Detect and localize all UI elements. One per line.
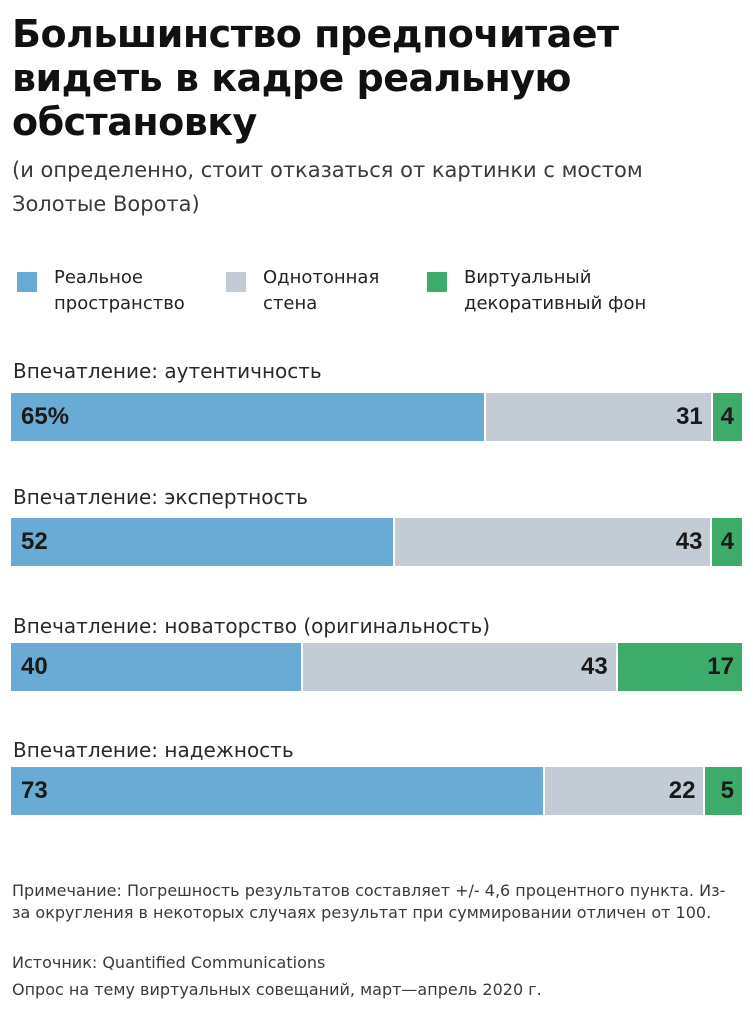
legend-swatch-real-space — [17, 272, 37, 292]
legend-label-plain-wall: Однотонная стена — [263, 267, 380, 314]
legend-item-real-space: Реальное пространство — [17, 265, 204, 317]
footnote-margin-of-error: Примечание: Погрешность результатов сост… — [12, 881, 726, 922]
data-label-innovation-plain-wall: 43 — [581, 653, 608, 680]
legend-item-plain-wall: Однотонная стена — [226, 265, 393, 317]
bar-expertise: 52 43 4 — [11, 518, 742, 566]
data-label-innovation-virtual-background: 17 — [707, 653, 734, 680]
data-label-expertise-plain-wall: 43 — [675, 528, 703, 555]
chart-title: Большинство предпочитает видеть в кадре … — [12, 12, 619, 144]
bar-segment-expertise-virtual-background — [712, 518, 742, 566]
data-label-reliability-plain-wall: 22 — [668, 777, 696, 804]
bar-segment-reliability-plain-wall — [544, 767, 704, 815]
bar-segment-authenticity-plain-wall — [486, 393, 711, 441]
bar-authenticity: 65% 31 4 — [11, 393, 742, 441]
legend-swatch-plain-wall — [226, 272, 246, 292]
legend-item-virtual-background: Виртуальный декоративный фон — [427, 265, 694, 317]
data-label-reliability-real-space: 73 — [21, 777, 48, 804]
category-label-expertise: Впечатление: экспертность — [13, 485, 308, 509]
bar-segment-expertise-plain-wall — [394, 518, 711, 566]
data-label-authenticity-virtual-background: 4 — [720, 403, 734, 430]
legend-swatch-virtual-background — [427, 272, 447, 292]
chart-subtitle: (и определенно, стоит отказаться от карт… — [12, 158, 643, 216]
bar-segment-reliability-real-space — [11, 767, 543, 815]
data-label-authenticity-real-space: 65% — [21, 403, 70, 430]
bar-innovation: 40 43 17 — [11, 643, 742, 691]
category-label-authenticity: Впечатление: аутентичность — [13, 359, 322, 383]
data-label-innovation-real-space: 40 — [21, 653, 48, 680]
category-label-reliability: Впечатление: надежность — [13, 738, 294, 762]
data-label-authenticity-plain-wall: 31 — [676, 403, 703, 430]
bar-segment-authenticity-virtual-background — [712, 393, 742, 441]
bar-segment-expertise-real-space — [11, 518, 393, 566]
bar-segment-innovation-virtual-background — [617, 643, 742, 691]
bar-segment-innovation-plain-wall — [303, 643, 616, 691]
bar-segment-authenticity-real-space — [11, 393, 485, 441]
bar-segment-innovation-real-space — [11, 643, 302, 691]
footnote-survey: Опрос на тему виртуальных совещаний, мар… — [12, 980, 542, 999]
data-label-expertise-real-space: 52 — [21, 528, 48, 555]
bar-reliability: 73 22 5 — [11, 767, 742, 815]
data-label-reliability-virtual-background: 5 — [720, 777, 734, 804]
footnote-source: Источник: Quantified Communications — [12, 953, 326, 972]
legend-label-virtual-background: Виртуальный декоративный фон — [464, 267, 647, 314]
data-label-expertise-virtual-background: 4 — [720, 528, 734, 555]
legend-label-real-space: Реальное пространство — [54, 267, 185, 314]
bar-segment-reliability-virtual-background — [705, 767, 742, 815]
category-label-innovation: Впечатление: новаторство (оригинальность… — [13, 614, 491, 638]
